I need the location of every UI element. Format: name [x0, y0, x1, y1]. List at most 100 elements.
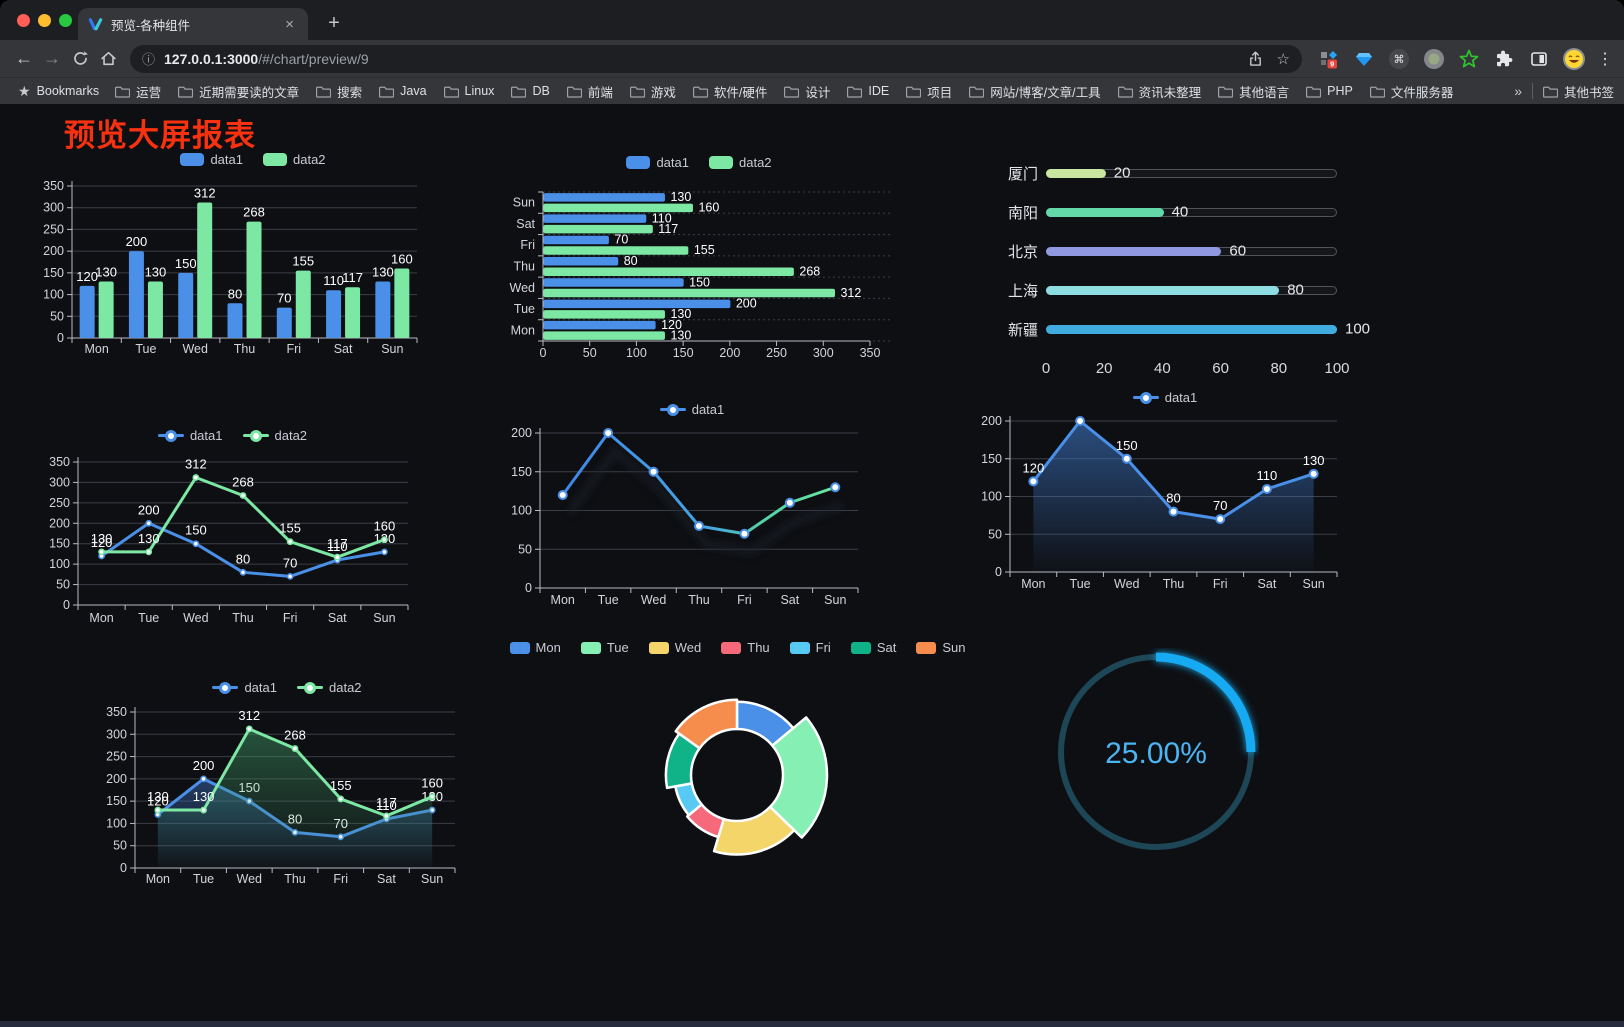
bookmarks-list: 运营 近期需要读的文章 搜索 Java Linux DB 前端 游戏 软件/硬件 设计 IDE 项目 网… — [115, 82, 1506, 101]
other-bookmarks-label: 其他书签 — [1563, 85, 1614, 100]
svg-text:150: 150 — [185, 523, 207, 538]
legend-label: data1 — [1164, 390, 1198, 405]
svg-text:Tue: Tue — [135, 342, 156, 356]
legend-item[interactable]: Sun — [916, 640, 965, 655]
svg-text:100: 100 — [626, 346, 647, 360]
legend-item[interactable]: data1 — [212, 680, 277, 695]
svg-text:155: 155 — [292, 254, 314, 269]
bookmark-folder-item[interactable]: 搜索 — [316, 82, 362, 101]
bookmark-folder-item[interactable]: 网站/博客/文章/工具 — [969, 82, 1101, 101]
browser-toolbar: ← → ⓘ 127.0.0.1:3000/#/chart/preview/9 ☆ — [0, 40, 1624, 77]
legend-item[interactable]: Wed — [648, 640, 701, 655]
legend-item[interactable]: data1 — [157, 428, 223, 443]
macos-close-button[interactable] — [17, 14, 30, 27]
svg-text:Wed: Wed — [1114, 577, 1140, 591]
svg-text:130: 130 — [95, 265, 117, 280]
forward-button[interactable]: → — [43, 48, 61, 68]
legend-item[interactable]: data1 — [659, 402, 724, 417]
macos-minimize-button[interactable] — [38, 14, 51, 27]
bookmark-folder-item[interactable]: Java — [379, 84, 427, 98]
svg-text:160: 160 — [698, 201, 719, 215]
legend-item[interactable]: Tue — [580, 640, 629, 655]
bookmark-folder-item[interactable]: 游戏 — [629, 82, 676, 101]
new-tab-button[interactable]: + — [328, 11, 340, 34]
svg-text:120: 120 — [1023, 460, 1045, 475]
bookmark-folder-item[interactable]: PHP — [1306, 84, 1353, 98]
legend-item[interactable]: data2 — [242, 428, 308, 443]
url-host: 127.0.0.1:3000 — [164, 50, 259, 67]
extension-record-icon[interactable] — [1421, 46, 1447, 72]
bookmark-folder-item[interactable]: 前端 — [566, 82, 613, 101]
legend-item[interactable]: data2 — [297, 680, 362, 695]
legend-item[interactable]: Mon — [509, 640, 561, 655]
bookmark-folder-item[interactable]: IDE — [847, 84, 889, 98]
svg-text:Thu: Thu — [232, 611, 254, 625]
legend-line-marker — [242, 429, 269, 442]
command-circle-icon: ⌘ — [1389, 48, 1409, 69]
address-bar[interactable]: ⓘ 127.0.0.1:3000/#/chart/preview/9 ☆ — [130, 44, 1302, 73]
svg-text:Sat: Sat — [377, 872, 396, 886]
extension-command-icon[interactable]: ⌘ — [1386, 46, 1412, 72]
bookmark-star-button[interactable]: ☆ — [1276, 50, 1290, 68]
legend-item[interactable]: data1 — [1132, 390, 1198, 405]
bookmark-folder-item[interactable]: 资讯未整理 — [1117, 82, 1201, 101]
legend-item[interactable]: data1 — [180, 152, 243, 167]
bookmark-folder-item[interactable]: 文件服务器 — [1369, 82, 1453, 101]
browser-tab[interactable]: 预览-各种组件 × — [78, 8, 308, 40]
back-button[interactable]: ← — [15, 48, 33, 68]
legend-item[interactable]: data2 — [263, 152, 326, 167]
folder-icon — [969, 86, 985, 98]
tab-title: 预览-各种组件 — [111, 18, 191, 33]
svg-text:312: 312 — [185, 457, 207, 472]
svg-text:Fri: Fri — [1213, 577, 1228, 591]
progress-track: 100 — [1046, 321, 1370, 338]
legend-item[interactable]: data1 — [626, 155, 689, 170]
extensions-puzzle-button[interactable] — [1491, 46, 1517, 72]
extension-gem-icon[interactable] — [1351, 46, 1377, 72]
extension-grid-icon[interactable]: 9 — [1316, 46, 1342, 72]
svg-text:312: 312 — [840, 286, 861, 300]
tab-strip: 预览-各种组件 × + — [0, 0, 1624, 40]
site-info-icon[interactable]: ⓘ — [142, 52, 156, 67]
legend-item[interactable]: Fri — [789, 640, 831, 655]
svg-text:Tue: Tue — [138, 611, 159, 625]
tab-close-icon[interactable]: × — [285, 15, 294, 33]
side-panel-button[interactable] — [1526, 46, 1552, 72]
macos-maximize-button[interactable] — [59, 14, 72, 27]
legend-label: data2 — [274, 428, 308, 443]
other-bookmarks-folder[interactable]: 其他书签 — [1542, 82, 1614, 101]
bookmarks-label[interactable]: Bookmarks — [36, 84, 100, 98]
legend-label: Sun — [942, 640, 966, 655]
bookmark-label: 前端 — [587, 85, 613, 100]
bookmark-folder-item[interactable]: 其他语言 — [1218, 82, 1289, 101]
legend-swatch — [626, 156, 651, 169]
bookmark-folder-item[interactable]: DB — [511, 84, 550, 98]
progress-label: 厦门 — [1007, 165, 1038, 183]
legend-item[interactable]: Sat — [850, 640, 896, 655]
folder-icon — [692, 86, 708, 98]
home-button[interactable] — [94, 45, 122, 73]
bookmark-folder-item[interactable]: 运营 — [115, 82, 161, 101]
chart-legend: data1 data2 — [503, 153, 895, 177]
reload-button[interactable] — [66, 45, 94, 73]
legend-item[interactable]: data2 — [709, 155, 772, 170]
svg-text:80: 80 — [228, 286, 242, 301]
svg-text:100: 100 — [43, 288, 64, 302]
profile-avatar[interactable] — [1561, 46, 1587, 72]
bookmark-folder-item[interactable]: 近期需要读的文章 — [178, 82, 299, 101]
bookmark-folder-item[interactable]: 设计 — [784, 82, 830, 101]
legend-line-marker — [157, 429, 184, 442]
svg-text:Fri: Fri — [286, 342, 301, 356]
bookmark-folder-item[interactable]: 软件/硬件 — [692, 82, 767, 101]
chart-legend: data1 data2 — [38, 150, 468, 174]
share-button[interactable] — [1248, 50, 1263, 67]
browser-menu-button[interactable]: ⋮ — [1597, 50, 1613, 68]
legend-line-marker — [297, 681, 323, 694]
legend-item[interactable]: Thu — [721, 640, 770, 655]
svg-text:155: 155 — [330, 778, 352, 793]
bookmark-folder-item[interactable]: 项目 — [906, 82, 952, 101]
bookmarks-overflow-chevron[interactable]: » — [1514, 83, 1522, 99]
bookmark-folder-item[interactable]: Linux — [443, 84, 494, 98]
extension-star-icon[interactable] — [1456, 46, 1482, 72]
svg-text:Mon: Mon — [1021, 577, 1045, 591]
